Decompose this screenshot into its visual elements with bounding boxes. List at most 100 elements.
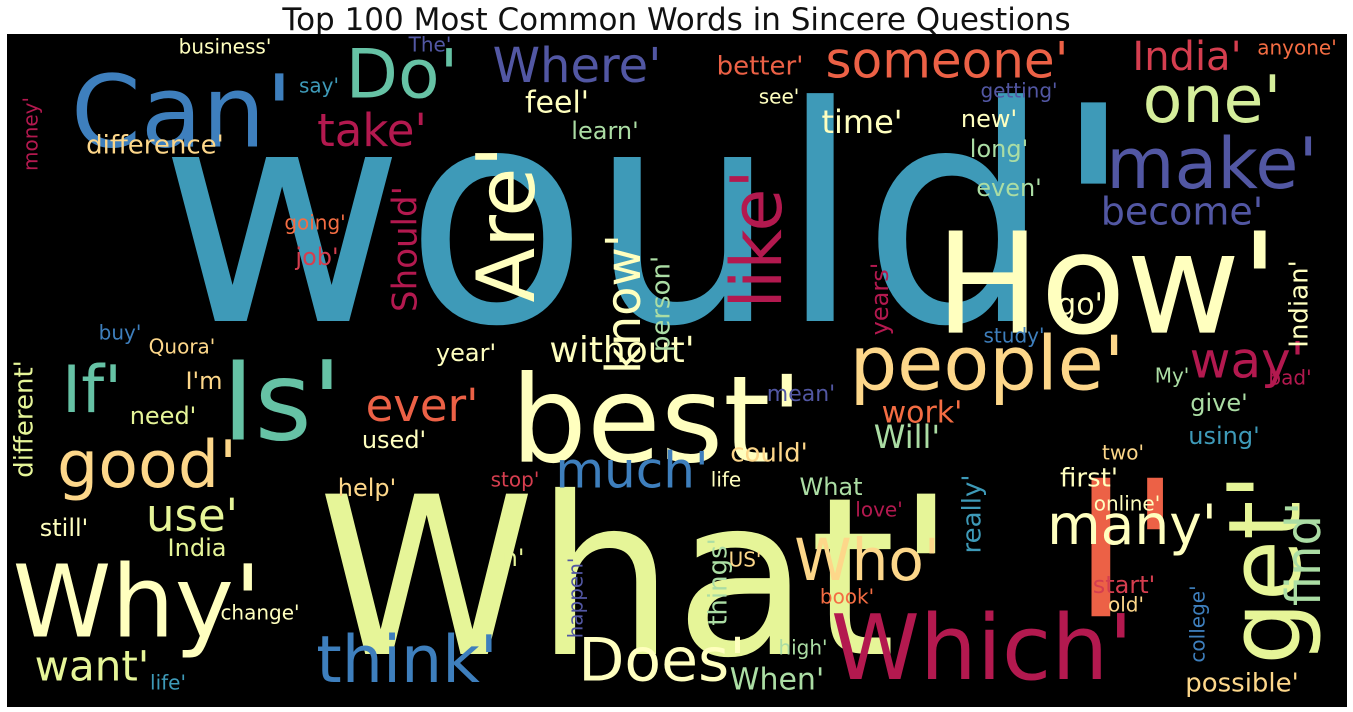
word-35: Will' <box>874 418 940 456</box>
word-15: good' <box>57 428 237 503</box>
word-59: help' <box>338 474 396 502</box>
word-28: know' <box>596 234 652 374</box>
word-92: US' <box>729 548 762 572</box>
word-19: one' <box>1143 63 1282 138</box>
word-44: go' <box>1057 288 1103 323</box>
word-5: Is' <box>222 337 342 465</box>
word-87: love' <box>855 498 902 522</box>
word-9: get' <box>1206 473 1323 665</box>
word-63: new' <box>961 105 1017 133</box>
word-25: much' <box>555 442 708 500</box>
word-50: really' <box>958 474 988 553</box>
word-95: high' <box>778 636 827 660</box>
word-85: stop' <box>491 468 540 492</box>
word-78: going' <box>284 211 345 235</box>
word-77: getting' <box>980 79 1057 103</box>
word-24: Where' <box>493 38 662 94</box>
word-86: life <box>711 468 741 492</box>
word-32: become' <box>1101 190 1263 234</box>
word-30: ever' <box>366 379 479 432</box>
word-54: year' <box>436 339 496 367</box>
word-13: make' <box>1106 123 1317 205</box>
word-88: online' <box>1094 492 1161 516</box>
word-1: What' <box>318 450 957 706</box>
word-91: book' <box>820 585 874 609</box>
word-4: best' <box>511 352 804 491</box>
word-56: need' <box>130 402 197 430</box>
word-46: possible' <box>1185 669 1299 699</box>
word-cloud: would' What' I' How' best' Is' Can' Why' Which' g… <box>7 34 1347 707</box>
word-53: used' <box>362 426 426 454</box>
word-18: Do' <box>346 36 459 115</box>
word-7: Why' <box>13 543 262 660</box>
word-68: What <box>799 473 862 501</box>
word-3: How' <box>935 204 1279 367</box>
word-74: say' <box>299 74 339 98</box>
word-26: use' <box>146 489 238 542</box>
word-21: many' <box>1047 493 1217 557</box>
word-16: Does' <box>578 626 746 696</box>
word-23: find' <box>1276 502 1332 606</box>
word-8: Which' <box>831 596 1133 701</box>
word-10: people' <box>850 320 1125 408</box>
word-93: happen' <box>564 558 588 639</box>
word-81: study' <box>984 324 1045 348</box>
word-39: Should' <box>386 186 426 312</box>
word-75: The' <box>408 34 452 57</box>
word-36: work' <box>882 396 963 431</box>
word-31: India' <box>1132 34 1241 80</box>
word-90: old' <box>1108 593 1144 617</box>
word-17: If' <box>62 353 122 428</box>
word-51: things' <box>704 538 734 626</box>
word-38: feel' <box>525 86 589 121</box>
word-67: start' <box>1093 571 1156 599</box>
word-14: think' <box>316 623 497 698</box>
word-94: change' <box>220 601 299 625</box>
word-82: My' <box>1155 364 1190 388</box>
word-62: even' <box>976 174 1042 202</box>
word-42: different' <box>10 360 40 478</box>
word-70: mean' <box>767 382 835 407</box>
word-73: money' <box>19 97 43 171</box>
word-6: Can' <box>71 53 293 170</box>
word-33: take' <box>317 104 427 157</box>
word-79: buy' <box>99 321 142 345</box>
word-52: years' <box>866 263 894 336</box>
word-45: Indian' <box>1285 260 1315 347</box>
word-61: learn' <box>571 117 638 145</box>
word-64: long' <box>970 135 1028 163</box>
word-47: When' <box>730 663 824 698</box>
word-22: someone' <box>826 34 1069 90</box>
word-84: two' <box>1102 441 1144 465</box>
word-71: business' <box>179 35 272 59</box>
word-0: would' <box>159 43 1134 392</box>
words-layer: would' What' I' How' best' Is' Can' Why' Which' g… <box>10 34 1337 706</box>
word-83: bad' <box>1268 366 1311 390</box>
word-20: Who' <box>794 526 940 594</box>
word-2: I' <box>1073 440 1181 661</box>
chart-title: Top 100 Most Common Words in Sincere Que… <box>282 2 1071 38</box>
cloud-background <box>7 34 1347 707</box>
word-49: first' <box>1060 464 1118 494</box>
word-43: person' <box>647 256 677 352</box>
word-12: like' <box>716 169 798 308</box>
word-48: could' <box>730 439 808 469</box>
word-40: difference' <box>86 131 224 161</box>
word-60: In' <box>496 544 525 572</box>
word-11: Are' <box>460 145 553 302</box>
word-57: India <box>168 534 227 562</box>
word-72: anyone' <box>1257 36 1336 60</box>
word-69: job' <box>294 243 338 271</box>
word-76: see' <box>759 85 800 109</box>
word-29: way' <box>1190 332 1305 390</box>
word-27: want' <box>35 642 150 691</box>
word-80: Quora' <box>149 335 216 359</box>
word-58: still' <box>40 514 89 542</box>
word-34: without' <box>549 330 694 371</box>
word-66: give' <box>1190 389 1247 417</box>
word-89: college' <box>1186 585 1210 662</box>
word-55: I'm <box>185 367 222 395</box>
word-65: using' <box>1188 422 1259 450</box>
word-41: better' <box>717 52 804 82</box>
word-96: life' <box>150 671 186 695</box>
